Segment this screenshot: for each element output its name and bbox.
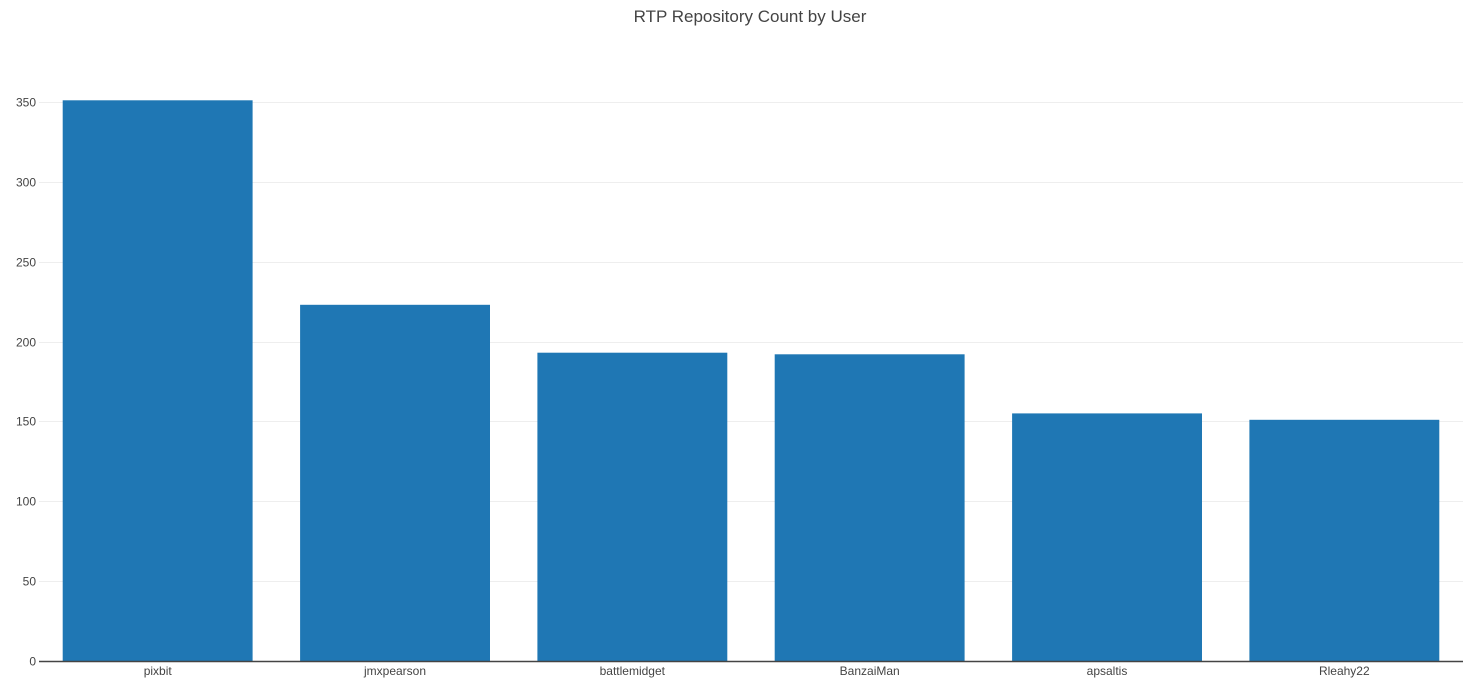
chart-title: RTP Repository Count by User	[633, 7, 867, 26]
x-tick-label: Rleahy22	[1319, 664, 1370, 678]
y-tick-label: 200	[16, 336, 36, 350]
y-tick-labels: 0 50 100 150 200 250 300 350	[16, 96, 36, 669]
bar-pixbit	[62, 100, 253, 662]
x-tick-label: battlemidget	[600, 664, 666, 678]
bar-apsaltis	[1012, 413, 1202, 661]
y-tick-label: 350	[16, 96, 36, 110]
x-tick-label: jmxpearson	[363, 664, 426, 678]
y-tick-label: 50	[23, 575, 37, 589]
x-tick-label: BanzaiMan	[840, 664, 900, 678]
bars	[62, 100, 1440, 662]
y-tick-label: 150	[16, 415, 36, 429]
y-tick-label: 250	[16, 256, 36, 270]
bar-Rleahy22	[1249, 419, 1440, 661]
x-tick-label: pixbit	[144, 664, 173, 678]
y-tick-label: 100	[16, 495, 36, 509]
y-tick-label: 300	[16, 176, 36, 190]
gridlines	[39, 102, 1463, 582]
x-tick-labels: pixbit jmxpearson battlemidget BanzaiMan aps…	[144, 664, 1370, 678]
x-tick-label: apsaltis	[1087, 664, 1128, 678]
bar-jmxpearson	[300, 304, 490, 661]
bar-BanzaiMan	[774, 354, 965, 661]
y-tick-label: 0	[29, 655, 36, 669]
bar-battlemidget	[537, 352, 728, 661]
